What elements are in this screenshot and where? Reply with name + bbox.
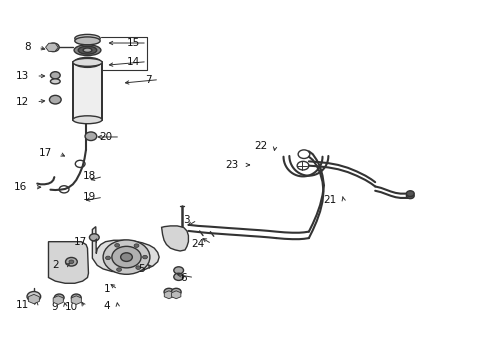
Text: 3: 3: [183, 215, 189, 225]
Circle shape: [136, 266, 141, 269]
Circle shape: [406, 193, 413, 199]
Circle shape: [85, 132, 97, 140]
Circle shape: [117, 268, 121, 271]
Circle shape: [171, 288, 181, 296]
Text: 2: 2: [53, 260, 59, 270]
Ellipse shape: [74, 45, 101, 55]
Text: 13: 13: [16, 71, 29, 81]
Text: 4: 4: [103, 301, 110, 311]
Circle shape: [27, 292, 41, 302]
Ellipse shape: [75, 35, 100, 42]
Circle shape: [112, 246, 141, 268]
Text: 7: 7: [145, 75, 152, 85]
Text: 16: 16: [14, 182, 27, 192]
Ellipse shape: [78, 59, 97, 66]
Circle shape: [134, 244, 139, 247]
Ellipse shape: [74, 57, 101, 67]
Text: 11: 11: [16, 300, 29, 310]
Circle shape: [173, 267, 183, 274]
Circle shape: [54, 294, 64, 301]
Circle shape: [163, 288, 173, 296]
Circle shape: [103, 240, 150, 274]
Circle shape: [71, 294, 81, 301]
Text: 23: 23: [225, 160, 238, 170]
Circle shape: [173, 273, 183, 280]
Text: 1: 1: [103, 284, 110, 294]
Text: 14: 14: [126, 57, 140, 67]
Circle shape: [50, 72, 60, 79]
Ellipse shape: [73, 116, 102, 124]
FancyBboxPatch shape: [73, 62, 102, 120]
Circle shape: [49, 95, 61, 104]
Text: 10: 10: [64, 302, 78, 312]
Ellipse shape: [75, 37, 100, 45]
Text: 22: 22: [254, 141, 267, 151]
Ellipse shape: [83, 48, 92, 52]
Polygon shape: [48, 242, 88, 283]
Text: 19: 19: [82, 192, 96, 202]
Circle shape: [105, 256, 110, 260]
Text: 15: 15: [126, 38, 140, 48]
Ellipse shape: [78, 46, 97, 54]
Text: 18: 18: [82, 171, 96, 181]
Text: 9: 9: [52, 302, 58, 312]
Text: 12: 12: [16, 97, 29, 107]
Text: 20: 20: [100, 132, 113, 142]
Text: 8: 8: [24, 42, 31, 52]
Polygon shape: [92, 226, 159, 273]
Circle shape: [142, 255, 147, 259]
Circle shape: [115, 244, 120, 247]
Circle shape: [65, 257, 77, 266]
Text: 17: 17: [39, 148, 52, 158]
Ellipse shape: [73, 58, 102, 66]
Text: 24: 24: [191, 239, 204, 249]
Text: 21: 21: [322, 195, 335, 205]
Ellipse shape: [50, 79, 60, 84]
Polygon shape: [161, 226, 188, 251]
Text: 17: 17: [74, 237, 87, 247]
Circle shape: [121, 253, 132, 261]
Text: 6: 6: [180, 273, 186, 283]
Text: 5: 5: [138, 264, 144, 274]
Circle shape: [47, 43, 59, 51]
Circle shape: [406, 191, 413, 197]
Circle shape: [89, 234, 99, 241]
Circle shape: [69, 260, 74, 264]
Ellipse shape: [83, 60, 92, 64]
